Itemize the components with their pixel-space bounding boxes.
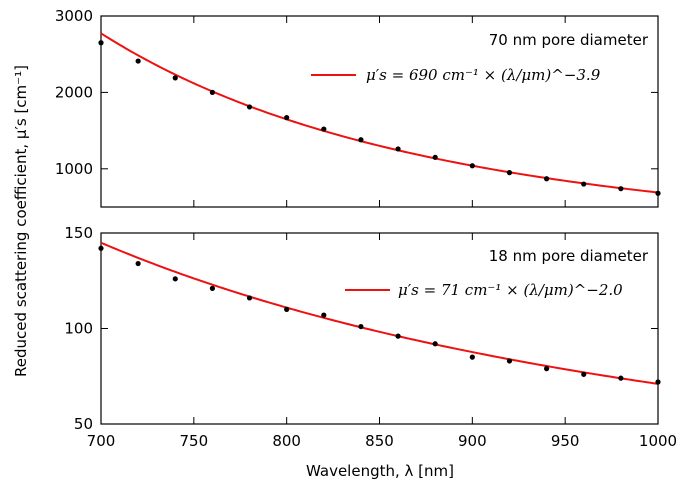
panel-top-legend: μ′s = 690 cm⁻¹ × (λ/μm)^−3.9 — [311, 66, 601, 84]
data-point — [98, 40, 104, 46]
x-tick-label: 800 — [272, 432, 301, 450]
data-point — [544, 176, 550, 182]
x-tick-label: 850 — [365, 432, 394, 450]
panel-bottom-title: 18 nm pore diameter — [489, 247, 649, 265]
data-point — [432, 154, 438, 160]
x-tick-label: 750 — [180, 432, 209, 450]
panel-bottom: 50 100 150 700 750 800 850 900 950 1000 18 nm po… — [64, 224, 677, 450]
data-point — [506, 358, 513, 364]
panel-top: 1000 2000 3000 70 nm pore diameter μ′s = 6… — [55, 7, 661, 208]
data-point — [358, 137, 364, 143]
data-point — [135, 58, 141, 64]
data-point — [358, 323, 364, 330]
data-point — [618, 375, 624, 381]
data-point — [395, 333, 401, 339]
data-point — [321, 312, 327, 318]
x-axis-title: Wavelength, λ [nm] — [306, 462, 454, 480]
panel-bottom-data-points — [98, 245, 661, 385]
data-point — [469, 354, 475, 360]
panel-bottom-legend-label: μ′s = 71 cm⁻¹ × (λ/μm)^−2.0 — [398, 281, 623, 299]
data-point — [246, 104, 253, 110]
data-point — [581, 371, 587, 377]
x-tick-label: 950 — [551, 432, 580, 450]
panel-top-x-ticks — [100, 16, 659, 207]
panel-bottom-y-ticks: 50 100 150 — [64, 224, 658, 433]
y-tick-label: 50 — [74, 415, 93, 433]
data-point — [321, 126, 327, 132]
x-tick-label: 700 — [87, 432, 116, 450]
data-point — [172, 276, 178, 282]
data-point — [284, 306, 290, 312]
data-point — [655, 190, 661, 196]
data-point — [395, 146, 401, 152]
panel-bottom-fit-line — [100, 241, 659, 385]
data-point — [432, 341, 438, 347]
y-tick-label: 3000 — [55, 7, 93, 25]
y-tick-label: 100 — [64, 320, 93, 338]
panel-top-fit-line — [100, 32, 659, 194]
data-point — [544, 366, 550, 372]
data-point — [172, 75, 178, 81]
data-point — [209, 89, 215, 95]
data-point — [284, 115, 290, 121]
data-point — [98, 245, 104, 251]
data-point — [246, 295, 253, 301]
data-point — [655, 379, 661, 385]
panel-top-data-points — [98, 40, 661, 196]
y-tick-label: 1000 — [55, 160, 93, 178]
panel-bottom-x-ticks: 700 750 800 850 900 950 1000 — [87, 233, 677, 450]
x-tick-label: 1000 — [639, 432, 677, 450]
y-tick-label: 150 — [64, 224, 93, 242]
data-point — [618, 186, 624, 192]
x-tick-label: 900 — [458, 432, 487, 450]
data-point — [581, 181, 587, 187]
y-tick-label: 2000 — [55, 83, 93, 101]
panel-top-legend-label: μ′s = 690 cm⁻¹ × (λ/μm)^−3.9 — [366, 66, 601, 84]
panel-bottom-legend: μ′s = 71 cm⁻¹ × (λ/μm)^−2.0 — [345, 281, 623, 299]
data-point — [209, 285, 215, 291]
data-point — [469, 163, 475, 169]
panel-top-y-ticks: 1000 2000 3000 — [55, 7, 658, 178]
y-axis-title: Reduced scattering coefficient, μ′s [cm⁻… — [12, 65, 30, 377]
data-point — [506, 170, 513, 176]
panel-top-title: 70 nm pore diameter — [489, 31, 649, 49]
data-point — [135, 260, 141, 267]
